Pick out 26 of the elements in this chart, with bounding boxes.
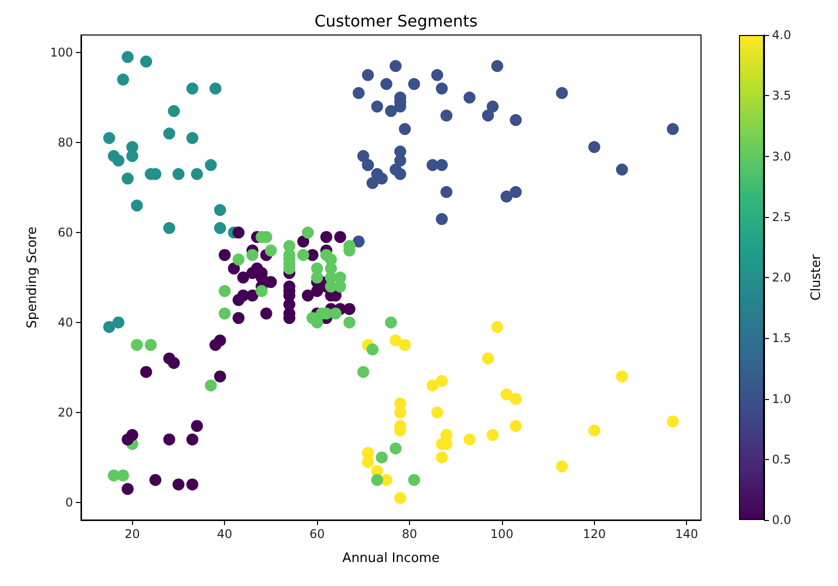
y-tick-label: 40 bbox=[58, 315, 73, 330]
x-tick-label: 120 bbox=[582, 527, 606, 541]
color-bar-label: 4.0 bbox=[772, 28, 792, 42]
chart-title: Customer Segments bbox=[314, 12, 478, 30]
color-bar-label: 3.5 bbox=[772, 88, 792, 103]
y-tick-label: 100 bbox=[50, 46, 73, 60]
y-tick-label: 80 bbox=[58, 136, 73, 150]
color-bar-label: 2.0 bbox=[772, 270, 792, 284]
color-bar-label: 1.5 bbox=[772, 331, 792, 346]
y-tick-label: 20 bbox=[58, 405, 73, 420]
x-axis-title: Annual Income bbox=[342, 551, 440, 566]
color-bar-label: 2.5 bbox=[772, 210, 792, 224]
x-tick-label: 140 bbox=[675, 527, 698, 541]
y-tick-label: 0 bbox=[65, 495, 73, 510]
color-bar-label: 1.0 bbox=[772, 392, 792, 406]
color-bar-label: 0.0 bbox=[772, 513, 792, 527]
x-tick-label: 20 bbox=[124, 527, 140, 541]
color-bar-label: 0.5 bbox=[772, 452, 792, 466]
x-tick-label: 40 bbox=[217, 527, 232, 541]
color-bar-title: Cluster bbox=[809, 254, 824, 301]
x-tick-label: 60 bbox=[309, 527, 325, 541]
y-tick-label: 60 bbox=[58, 226, 73, 240]
y-axis-title: Spending Score bbox=[25, 226, 40, 328]
x-tick-label: 80 bbox=[402, 527, 418, 541]
color-bar-label: 3.0 bbox=[772, 149, 792, 164]
x-tick-label: 100 bbox=[490, 527, 514, 541]
